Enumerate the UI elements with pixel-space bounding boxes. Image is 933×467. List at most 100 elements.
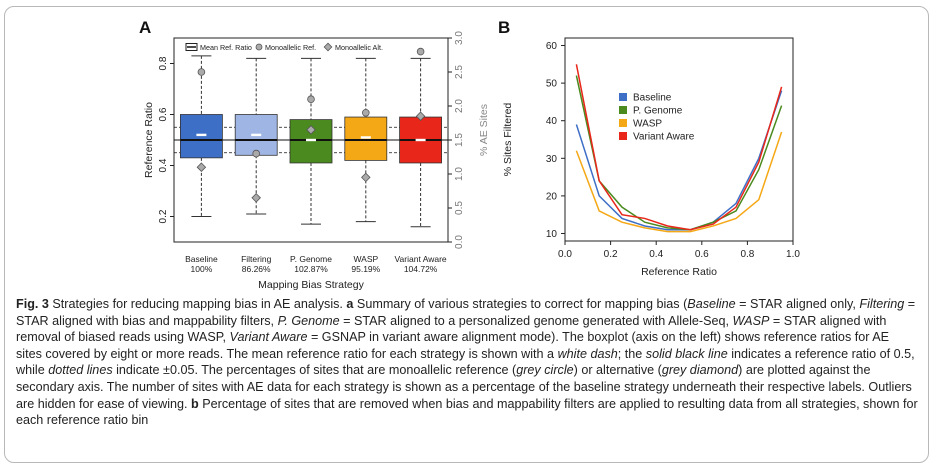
y-tick-label: 20 [546, 191, 558, 202]
caption-text: = STAR aligned with bias and mappability… [16, 297, 916, 328]
legend-label: Monoallelic Alt. [335, 43, 383, 52]
legend-label: Mean Ref. Ratio [200, 43, 252, 52]
caption-term: P. Genome [277, 313, 340, 328]
y-tick-label: 0.4 [158, 158, 169, 172]
y2-tick-label: 2.5 [454, 65, 465, 79]
caption-text: Strategies for reducing mapping bias in … [48, 297, 347, 311]
box [179, 114, 223, 159]
caption-text: ; the [617, 346, 646, 361]
caption-term: grey diamond [661, 363, 739, 378]
legend-label: Monoallelic Ref. [265, 43, 316, 52]
y-tick-label: 60 [546, 41, 558, 52]
boxplot-chart: 0.2 0.4 0.6 0.8 0.0 0.5 1.0 1.5 2.0 2.5 3.0 Referen… [143, 31, 490, 291]
y2-tick-label: 3.0 [454, 31, 465, 45]
legend-swatch [619, 93, 627, 101]
caption-text: Summary of various strategies to correct… [353, 297, 688, 311]
figure-caption: Fig. 3 Strategies for reducing mapping b… [16, 296, 918, 429]
legend-label: WASP [633, 119, 662, 130]
monoallelic-alt-point [415, 111, 426, 121]
category-label: Variant Aware [395, 254, 447, 264]
category-label: P. Genome [290, 254, 332, 264]
category-sublabel: 95.19% [351, 264, 380, 274]
x-tick-label: 1.0 [786, 249, 800, 260]
caption-term: WASP [732, 313, 770, 328]
y-tick-label: 50 [546, 79, 558, 90]
y-tick-label: 10 [546, 229, 558, 240]
caption-text: indicates a reference ratio of 0.5, whil… [16, 346, 915, 378]
monoallelic-ref-point [361, 109, 370, 117]
legend-label: P. Genome [633, 106, 683, 117]
caption-term: white dash [557, 346, 618, 361]
x-axis-label: Mapping Bias Strategy [258, 279, 364, 291]
caption-term: grey circle [516, 363, 574, 378]
monoallelic-ref-point [416, 47, 425, 56]
category-sublabel: 104.72% [404, 264, 438, 274]
caption-text: indicate ±0.05. The percentages of sites… [112, 363, 517, 378]
caption-text: Percentage of sites that are removed whe… [16, 396, 918, 428]
category-label: Filtering [241, 254, 272, 264]
category-sublabel: 100% [191, 264, 213, 274]
y-axis-label: Reference Ratio [143, 102, 155, 178]
y2-tick-label: 1.5 [454, 133, 465, 147]
monoallelic-ref-point [307, 95, 315, 103]
legend-circle-icon [255, 43, 263, 51]
y-tick-label: 0.2 [158, 209, 169, 223]
line-chart: 0.0 0.2 0.4 0.6 0.8 1.0 10 20 30 40 50 60 % Sites Fi… [502, 37, 800, 278]
monoallelic-alt-point [196, 162, 207, 172]
x-tick-label: 0.8 [740, 249, 754, 260]
category-label: WASP [353, 254, 378, 264]
y2-axis-label: % AE Sites [478, 104, 490, 156]
monoallelic-alt-point [251, 193, 261, 203]
caption-text: = STAR aligned only, [735, 297, 860, 311]
y-axis-label: % Sites Filtered [502, 103, 514, 177]
caption-text: = STAR aligned to a personalized genome … [339, 313, 733, 328]
y2-tick-label: 1.0 [454, 167, 465, 181]
caption-panel-b: b [191, 396, 199, 411]
caption-panel-a: a [346, 297, 354, 311]
caption-term: Variant Aware [229, 330, 308, 345]
x-tick-label: 0.2 [604, 249, 618, 260]
caption-term: Baseline [687, 297, 736, 311]
monoallelic-alt-point [306, 125, 316, 135]
caption-text: = GSNAP in variant aware alignment mode)… [16, 330, 890, 361]
series-line [575, 90, 783, 231]
caption-term: dotted lines [48, 363, 113, 378]
caption-fig-label: Fig. 3 [16, 297, 49, 311]
y-tick-label: 0.6 [158, 107, 169, 121]
legend-label: Baseline [633, 93, 672, 104]
panel-b-label: B [498, 18, 511, 37]
x-tick-label: 0.0 [558, 249, 572, 260]
legend-diamond-icon [323, 42, 333, 52]
caption-term: Filtering [859, 297, 905, 311]
category-sublabel: 102.87% [294, 264, 328, 274]
caption-text: ) are plotted against the secondary axis… [16, 363, 912, 411]
x-tick-label: 0.4 [649, 249, 663, 260]
x-tick-label: 0.6 [695, 249, 709, 260]
panel-a-label: A [139, 18, 152, 37]
y-tick-label: 30 [546, 154, 558, 165]
box [344, 116, 388, 161]
legend-label: Variant Aware [633, 132, 695, 143]
series-line [575, 131, 783, 233]
series-line [575, 64, 783, 231]
plot-frame [564, 37, 794, 242]
series-line [575, 75, 783, 231]
category-sublabel: 86.26% [242, 264, 271, 274]
category-label: Baseline [185, 254, 218, 264]
monoallelic-ref-point [197, 68, 206, 76]
legend-swatch [619, 132, 627, 140]
legend-swatch [619, 106, 627, 114]
monoallelic-ref-point [252, 149, 261, 158]
caption-text: = STAR aligned with removal of biased re… [16, 313, 887, 345]
caption-term: solid black line [645, 346, 728, 361]
y2-tick-label: 0.5 [454, 201, 465, 215]
caption-text: ) or alternative ( [573, 363, 662, 378]
monoallelic-alt-point [361, 172, 371, 183]
figure-frame [4, 6, 929, 463]
legend-swatch [619, 119, 627, 127]
y-tick-label: 40 [546, 116, 558, 127]
y2-tick-label: 2.0 [454, 99, 465, 113]
y-tick-label: 0.8 [158, 56, 169, 70]
y2-tick-label: 0.0 [454, 235, 465, 249]
x-axis-label: Reference Ratio [641, 266, 717, 278]
